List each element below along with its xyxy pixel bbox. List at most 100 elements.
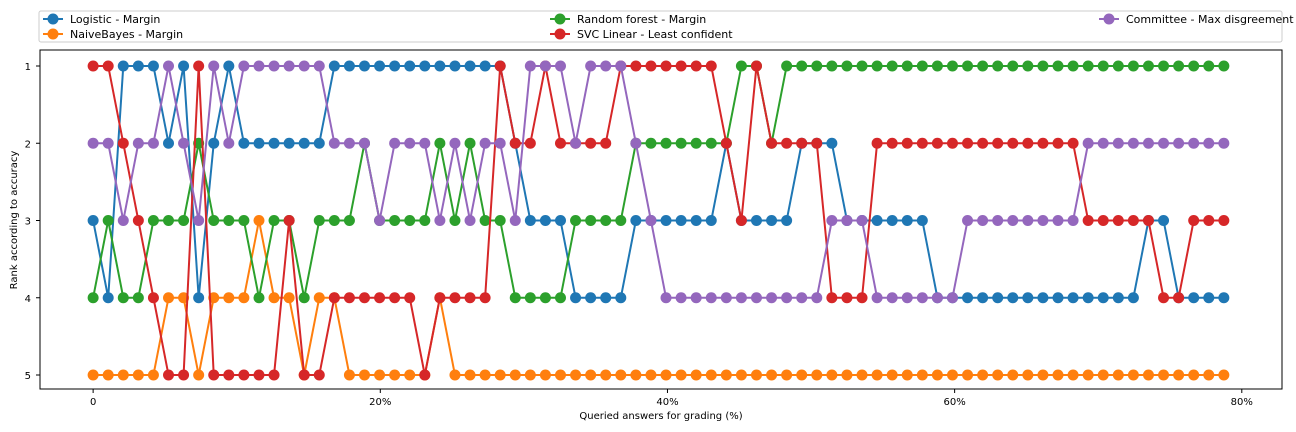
data-point (811, 369, 823, 381)
data-point (389, 369, 401, 381)
data-point (283, 60, 295, 72)
data-point (977, 137, 989, 149)
data-point (494, 369, 506, 381)
data-point (358, 369, 370, 381)
data-point (268, 60, 280, 72)
data-point (253, 369, 265, 381)
data-point (268, 292, 280, 304)
data-point (554, 60, 566, 72)
x-axis-label: Queried answers for grading (%) (579, 411, 742, 422)
data-point (1052, 60, 1064, 72)
data-point (720, 292, 732, 304)
data-point (1067, 292, 1079, 304)
data-point (87, 215, 99, 226)
data-point (1188, 369, 1200, 381)
data-point (1112, 369, 1124, 381)
data-point (645, 60, 657, 72)
legend-item: Logistic - Margin (43, 13, 160, 26)
data-point (524, 215, 536, 226)
data-point (343, 137, 355, 149)
data-point (766, 292, 778, 304)
data-point (178, 137, 190, 149)
data-point (374, 60, 386, 72)
data-point (1037, 215, 1049, 226)
data-point (117, 215, 129, 226)
data-point (916, 369, 928, 381)
data-point (1158, 60, 1170, 72)
data-point (645, 369, 657, 381)
data-point (705, 292, 717, 304)
data-point (524, 137, 536, 149)
data-point (766, 369, 778, 381)
data-point (992, 137, 1004, 149)
y-tick-label: 2 (25, 139, 31, 150)
data-point (630, 60, 642, 72)
data-point (193, 292, 205, 304)
data-point (238, 137, 250, 149)
data-point (313, 60, 325, 72)
data-point (811, 137, 823, 149)
data-point (163, 292, 175, 304)
data-point (479, 369, 491, 381)
data-point (1158, 292, 1170, 304)
data-point (841, 292, 853, 304)
data-point (750, 292, 762, 304)
data-point (132, 137, 144, 149)
data-point (690, 369, 702, 381)
data-point (962, 292, 974, 304)
data-point (102, 60, 114, 72)
data-point (570, 369, 582, 381)
data-point (178, 369, 190, 381)
data-point (328, 137, 340, 149)
data-point (87, 60, 99, 72)
data-point (328, 215, 340, 226)
data-point (962, 137, 974, 149)
data-point (1173, 137, 1185, 149)
data-point (750, 60, 762, 72)
data-point (841, 369, 853, 381)
data-point (1022, 292, 1034, 304)
data-point (871, 137, 883, 149)
data-point (901, 60, 913, 72)
data-point (1188, 292, 1200, 304)
data-point (419, 369, 431, 381)
legend-marker (554, 13, 566, 25)
data-point (509, 292, 521, 304)
data-point (283, 137, 295, 149)
series-line (93, 65, 1224, 299)
data-point (1082, 369, 1094, 381)
data-point (178, 60, 190, 72)
data-point (826, 60, 838, 72)
data-point (630, 215, 642, 226)
data-point (87, 369, 99, 381)
data-point (1127, 60, 1139, 72)
data-point (1097, 60, 1109, 72)
data-point (1022, 369, 1034, 381)
data-point (781, 137, 793, 149)
data-point (404, 60, 416, 72)
series-line (92, 65, 1224, 299)
data-point (796, 292, 808, 304)
data-point (117, 369, 129, 381)
data-point (268, 215, 280, 226)
data-point (796, 60, 808, 72)
data-point (147, 137, 159, 149)
x-tick-label: 40% (656, 397, 678, 408)
data-point (886, 137, 898, 149)
data-point (253, 292, 265, 304)
data-point (374, 369, 386, 381)
data-point (1022, 137, 1034, 149)
data-point (1218, 60, 1230, 72)
data-point (992, 369, 1004, 381)
data-point (886, 292, 898, 304)
data-point (298, 137, 310, 149)
data-point (509, 369, 521, 381)
data-point (419, 215, 431, 226)
x-tick-label: 20% (369, 397, 391, 408)
data-point (735, 60, 747, 72)
data-point (464, 369, 476, 381)
data-point (1097, 369, 1109, 381)
data-point (479, 137, 491, 149)
data-point (223, 292, 235, 304)
data-point (660, 215, 672, 226)
